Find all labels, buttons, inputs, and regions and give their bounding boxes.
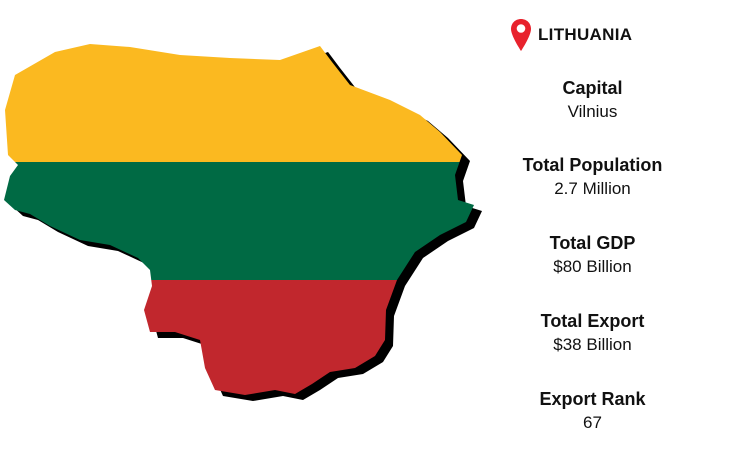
fact-label: Capital — [562, 78, 623, 98]
fact-total-population: Total Population 2.7 Million — [500, 155, 685, 199]
country-header: LITHUANIA — [510, 18, 632, 52]
country-name: LITHUANIA — [538, 25, 633, 44]
fact-label: Export Rank — [539, 389, 646, 409]
fact-value: Vilnius — [567, 102, 618, 121]
fact-value: $80 Billion — [553, 257, 632, 276]
fact-export-rank: Export Rank 67 — [500, 389, 685, 433]
fact-value: $38 Billion — [553, 335, 632, 354]
fact-value: 67 — [583, 413, 602, 432]
fact-label: Total Population — [522, 155, 663, 175]
fact-total-export: Total Export $38 Billion — [500, 311, 685, 355]
fact-total-gdp: Total GDP $80 Billion — [500, 233, 685, 277]
fact-capital: Capital Vilnius — [500, 78, 685, 122]
lithuania-flag-map — [4, 44, 482, 401]
fact-label: Total Export — [540, 311, 645, 331]
map-pin-icon — [511, 19, 531, 51]
flag-band-green — [4, 162, 474, 280]
fact-value: 2.7 Million — [554, 179, 631, 198]
flag-band-red — [4, 280, 474, 395]
flag-band-yellow — [4, 44, 474, 162]
fact-label: Total GDP — [549, 233, 636, 253]
